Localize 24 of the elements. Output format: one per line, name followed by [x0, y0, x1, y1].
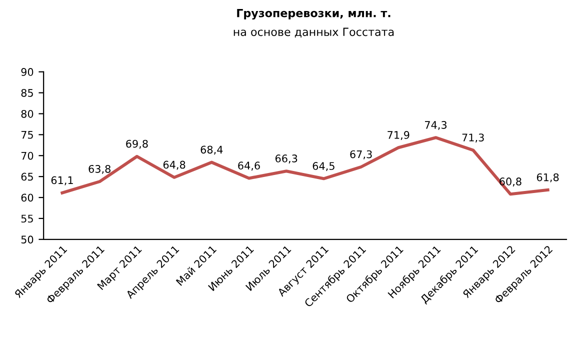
y-tick-label: 80 [21, 110, 34, 118]
data-label: 64,8 [163, 160, 186, 170]
data-label: 61,8 [536, 173, 559, 182]
y-tick-label: 50 [21, 236, 34, 244]
y-tick-label: 65 [21, 172, 33, 181]
y-tick-label: 60 [21, 194, 34, 202]
data-label: 61,1 [51, 176, 73, 186]
data-label: 71,9 [388, 131, 410, 140]
data-label: 74,3 [425, 120, 447, 130]
y-tick-label: 75 [21, 131, 33, 139]
data-label: 64,5 [312, 162, 334, 171]
data-label: 69,8 [126, 140, 148, 149]
data-label: 63,8 [88, 164, 110, 174]
y-tick-label: 70 [21, 152, 34, 160]
chart-subtitle: на основе данных Госстата [234, 28, 394, 38]
data-label: 68,4 [200, 146, 223, 155]
data-label: 71,3 [462, 134, 484, 143]
y-tick-label: 55 [21, 214, 33, 223]
data-label: 64,6 [238, 162, 260, 171]
chart-title: Грузоперевозки, млн. т. [237, 9, 390, 20]
y-tick-label: 90 [21, 68, 34, 76]
data-label: 67,3 [350, 150, 372, 160]
data-label: 66,3 [275, 154, 298, 164]
y-tick-label: 85 [21, 88, 33, 97]
